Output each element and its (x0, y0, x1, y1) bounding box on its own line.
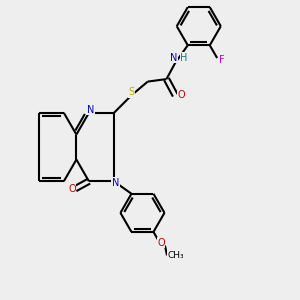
Text: F: F (219, 55, 224, 64)
Text: O: O (157, 238, 165, 248)
Text: N: N (170, 52, 177, 62)
Text: S: S (128, 87, 134, 98)
Text: CH₃: CH₃ (167, 251, 184, 260)
Text: N: N (87, 105, 94, 115)
Text: O: O (68, 184, 76, 194)
Text: H: H (180, 52, 188, 62)
Text: O: O (177, 90, 185, 100)
Text: N: N (112, 178, 119, 188)
